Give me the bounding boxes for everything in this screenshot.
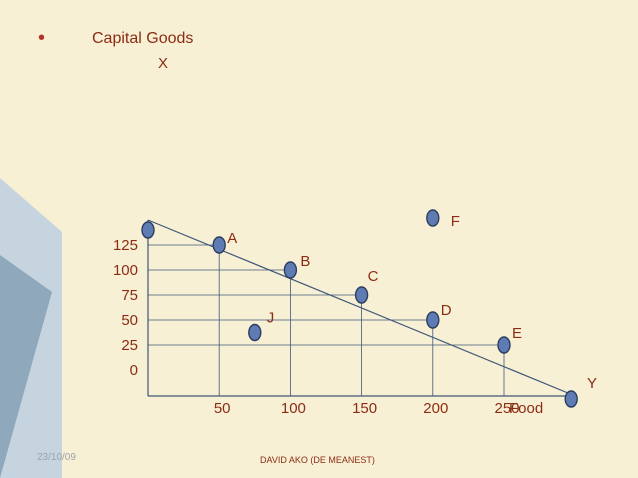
point-a [212,236,226,254]
y-tick-label: 25 [121,337,138,354]
frontier-endpoint-top [141,221,155,239]
point-j [248,323,262,342]
point-label-b: B [300,253,310,270]
y-tick-label: 75 [121,287,138,304]
x-tick-label: 50 [214,400,231,417]
y-tick-labels: 0 25 50 75 100 125 [113,237,138,379]
bullet-icon: • [38,27,45,49]
point-label-f: F [451,213,460,230]
x-tick-label: 100 [281,400,306,417]
point-d [426,311,440,329]
slide-footer: DAVID AKO (DE MEANEST) [260,455,375,465]
data-points [141,209,578,408]
point-label-j: J [267,310,275,327]
point-label-a: A [227,230,237,247]
point-e [497,336,511,354]
guide-lines [148,244,505,396]
point-f [426,209,440,227]
point-c [354,286,369,304]
point-labels: A B C D E F J [227,213,522,342]
x-tick-label: 150 [352,400,377,417]
x-tick-labels: 50 100 150 200 250 [214,400,520,417]
y-axis-letter: X [158,55,168,72]
y-tick-label: 0 [130,362,138,379]
point-b [283,261,298,279]
x-axis-label: Food [509,400,543,417]
frontier-endpoint-bottom [564,390,578,408]
y-tick-label: 100 [113,262,138,279]
axes [147,220,576,397]
slide-heading: Capital Goods [92,30,193,47]
y-tick-label: 50 [121,312,138,329]
x-tick-label: 200 [423,400,448,417]
x-axis-letter: Y [587,375,597,392]
point-label-e: E [512,325,522,342]
y-tick-label: 125 [113,237,138,254]
point-label-c: C [368,268,379,285]
slide-date: 23/10/09 [37,452,76,463]
decor-dark-shape [0,255,52,478]
point-label-d: D [441,302,452,319]
x-tick-label: 250 [494,400,519,417]
